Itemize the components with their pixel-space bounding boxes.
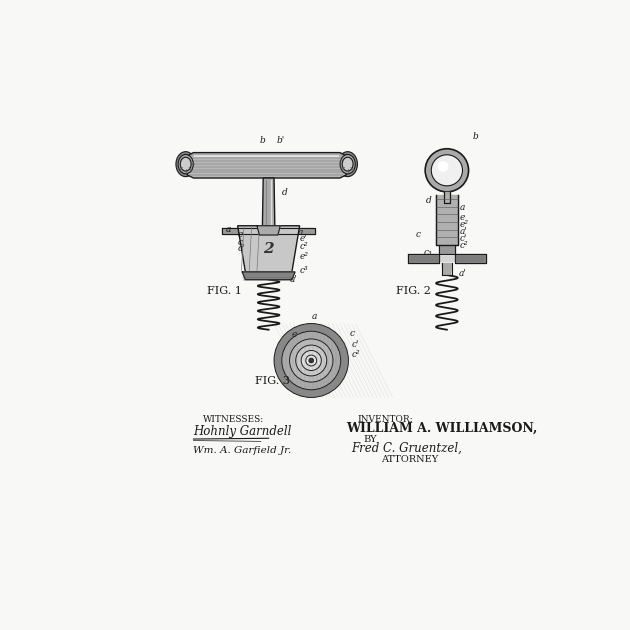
Circle shape bbox=[432, 155, 462, 186]
Text: d: d bbox=[426, 196, 432, 205]
Text: 2: 2 bbox=[263, 242, 274, 256]
Text: BY: BY bbox=[363, 435, 377, 444]
Circle shape bbox=[425, 149, 469, 192]
Ellipse shape bbox=[340, 154, 355, 174]
Text: a': a' bbox=[290, 275, 297, 284]
Text: c': c' bbox=[352, 340, 359, 348]
Circle shape bbox=[301, 350, 321, 370]
Polygon shape bbox=[436, 195, 458, 245]
Text: c³: c³ bbox=[300, 266, 308, 275]
Text: c': c' bbox=[238, 244, 245, 253]
Text: FIG. 3: FIG. 3 bbox=[255, 375, 290, 386]
Circle shape bbox=[306, 355, 317, 366]
Polygon shape bbox=[263, 178, 275, 226]
Text: e²: e² bbox=[460, 220, 469, 229]
Polygon shape bbox=[222, 228, 261, 234]
Polygon shape bbox=[439, 245, 455, 255]
Circle shape bbox=[438, 161, 449, 172]
Text: b: b bbox=[472, 132, 478, 140]
Ellipse shape bbox=[176, 152, 195, 176]
Text: e: e bbox=[238, 229, 243, 239]
Polygon shape bbox=[257, 226, 280, 235]
Circle shape bbox=[295, 345, 327, 376]
Text: c²: c² bbox=[352, 350, 360, 358]
Text: c²: c² bbox=[300, 242, 308, 251]
Text: WITNESSES:: WITNESSES: bbox=[203, 415, 264, 424]
Circle shape bbox=[282, 331, 341, 390]
Text: a: a bbox=[460, 203, 466, 212]
Text: e²: e² bbox=[300, 252, 309, 261]
Text: c₃: c₃ bbox=[423, 248, 432, 257]
Polygon shape bbox=[442, 263, 452, 275]
Text: FIG. 2: FIG. 2 bbox=[396, 285, 432, 295]
Polygon shape bbox=[408, 255, 439, 263]
Text: a: a bbox=[311, 312, 317, 321]
Circle shape bbox=[290, 339, 333, 382]
Text: c': c' bbox=[460, 234, 467, 243]
Text: b: b bbox=[260, 135, 265, 145]
Polygon shape bbox=[444, 192, 450, 203]
Text: c²: c² bbox=[460, 241, 469, 250]
Text: Hohnly Garndell: Hohnly Garndell bbox=[193, 425, 292, 438]
Polygon shape bbox=[238, 226, 300, 272]
Text: e: e bbox=[292, 330, 297, 340]
Text: a': a' bbox=[460, 227, 468, 236]
Text: e: e bbox=[460, 214, 466, 222]
Text: INVENTOR:: INVENTOR: bbox=[358, 415, 413, 424]
Ellipse shape bbox=[342, 158, 353, 171]
Polygon shape bbox=[455, 255, 486, 263]
Text: d: d bbox=[282, 188, 287, 197]
Polygon shape bbox=[243, 272, 295, 280]
Text: Fred C. Gruentzel,: Fred C. Gruentzel, bbox=[352, 442, 462, 455]
Text: Wm. A. Garfield Jr.: Wm. A. Garfield Jr. bbox=[193, 446, 292, 455]
Text: c: c bbox=[238, 238, 243, 247]
Text: WILLIAM A. WILLIAMSON,: WILLIAM A. WILLIAMSON, bbox=[346, 422, 537, 435]
Ellipse shape bbox=[178, 154, 193, 174]
Ellipse shape bbox=[180, 158, 191, 171]
Text: b': b' bbox=[277, 135, 285, 145]
Text: a: a bbox=[297, 228, 302, 237]
Polygon shape bbox=[277, 228, 315, 234]
Polygon shape bbox=[187, 152, 346, 178]
Text: c: c bbox=[350, 329, 355, 338]
Circle shape bbox=[274, 324, 348, 398]
Text: a: a bbox=[226, 225, 231, 234]
Text: ATTORNEY: ATTORNEY bbox=[381, 455, 438, 464]
Circle shape bbox=[309, 358, 314, 363]
Text: c: c bbox=[416, 231, 421, 239]
Text: e': e' bbox=[300, 234, 307, 243]
Text: a': a' bbox=[459, 269, 466, 278]
Ellipse shape bbox=[338, 152, 357, 176]
Text: FIG. 1: FIG. 1 bbox=[207, 285, 241, 295]
